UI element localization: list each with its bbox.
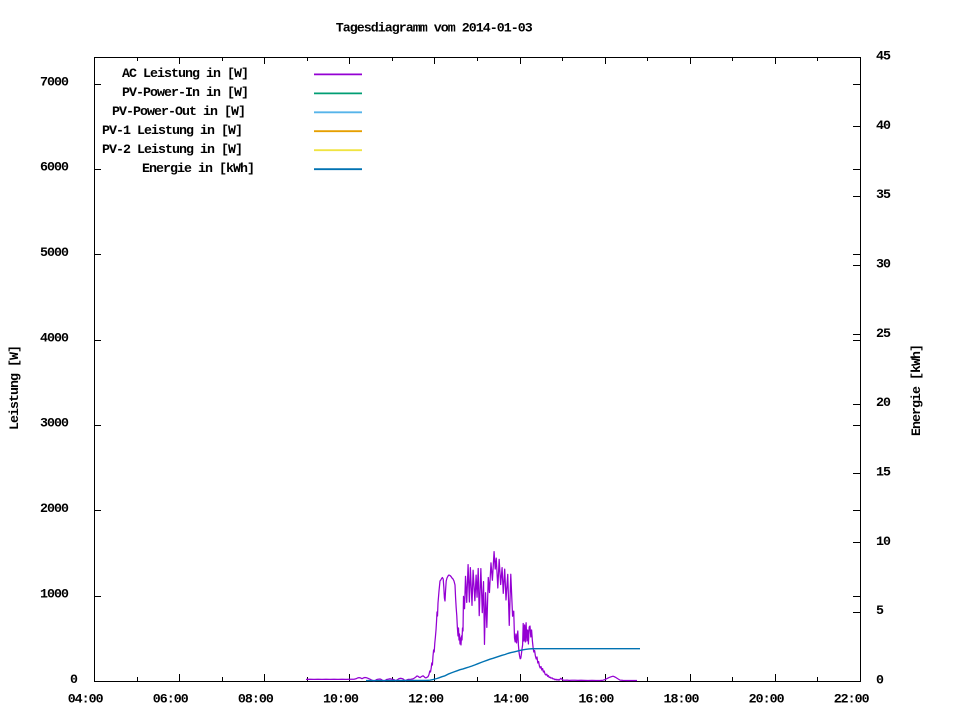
svg-text:45: 45	[876, 49, 891, 64]
svg-text:4000: 4000	[40, 330, 69, 345]
svg-text:35: 35	[876, 187, 891, 202]
svg-text:10:00: 10:00	[323, 692, 359, 707]
svg-text:PV-1 Leistung in [W]: PV-1 Leistung in [W]	[102, 123, 242, 138]
svg-text:5000: 5000	[40, 245, 69, 260]
svg-text:3000: 3000	[40, 416, 69, 431]
svg-text:08:00: 08:00	[238, 692, 274, 707]
svg-text:0: 0	[876, 673, 884, 688]
svg-text:15: 15	[876, 465, 891, 480]
svg-text:30: 30	[876, 257, 891, 272]
svg-text:6000: 6000	[40, 160, 69, 175]
svg-text:0: 0	[70, 672, 78, 687]
svg-text:1000: 1000	[40, 586, 69, 601]
svg-text:12:00: 12:00	[408, 692, 444, 707]
svg-text:Leistung [W]: Leistung [W]	[7, 346, 22, 430]
svg-text:Energie [kWh]: Energie [kWh]	[909, 345, 924, 436]
svg-text:18:00: 18:00	[664, 692, 700, 707]
svg-text:PV-2 Leistung in [W]: PV-2 Leistung in [W]	[102, 142, 242, 157]
svg-text:40: 40	[876, 118, 891, 133]
svg-text:Energie in [kWh]: Energie in [kWh]	[142, 161, 254, 176]
svg-text:16:00: 16:00	[578, 692, 614, 707]
svg-text:20: 20	[876, 395, 891, 410]
svg-text:04:00: 04:00	[68, 692, 104, 707]
svg-text:22:00: 22:00	[834, 692, 870, 707]
svg-text:5: 5	[876, 603, 884, 618]
svg-text:PV-Power-In in [W]: PV-Power-In in [W]	[122, 85, 248, 100]
svg-text:PV-Power-Out in [W]: PV-Power-Out in [W]	[112, 104, 245, 119]
svg-text:06:00: 06:00	[153, 692, 189, 707]
svg-text:10: 10	[876, 534, 891, 549]
svg-text:AC Leistung in [W]: AC Leistung in [W]	[122, 66, 248, 81]
svg-text:2000: 2000	[40, 501, 69, 516]
svg-text:7000: 7000	[40, 74, 69, 89]
svg-text:14:00: 14:00	[493, 692, 529, 707]
svg-text:20:00: 20:00	[749, 692, 785, 707]
svg-text:25: 25	[876, 326, 891, 341]
svg-text:Tagesdiagramm vom 2014-01-03: Tagesdiagramm vom 2014-01-03	[336, 21, 533, 36]
